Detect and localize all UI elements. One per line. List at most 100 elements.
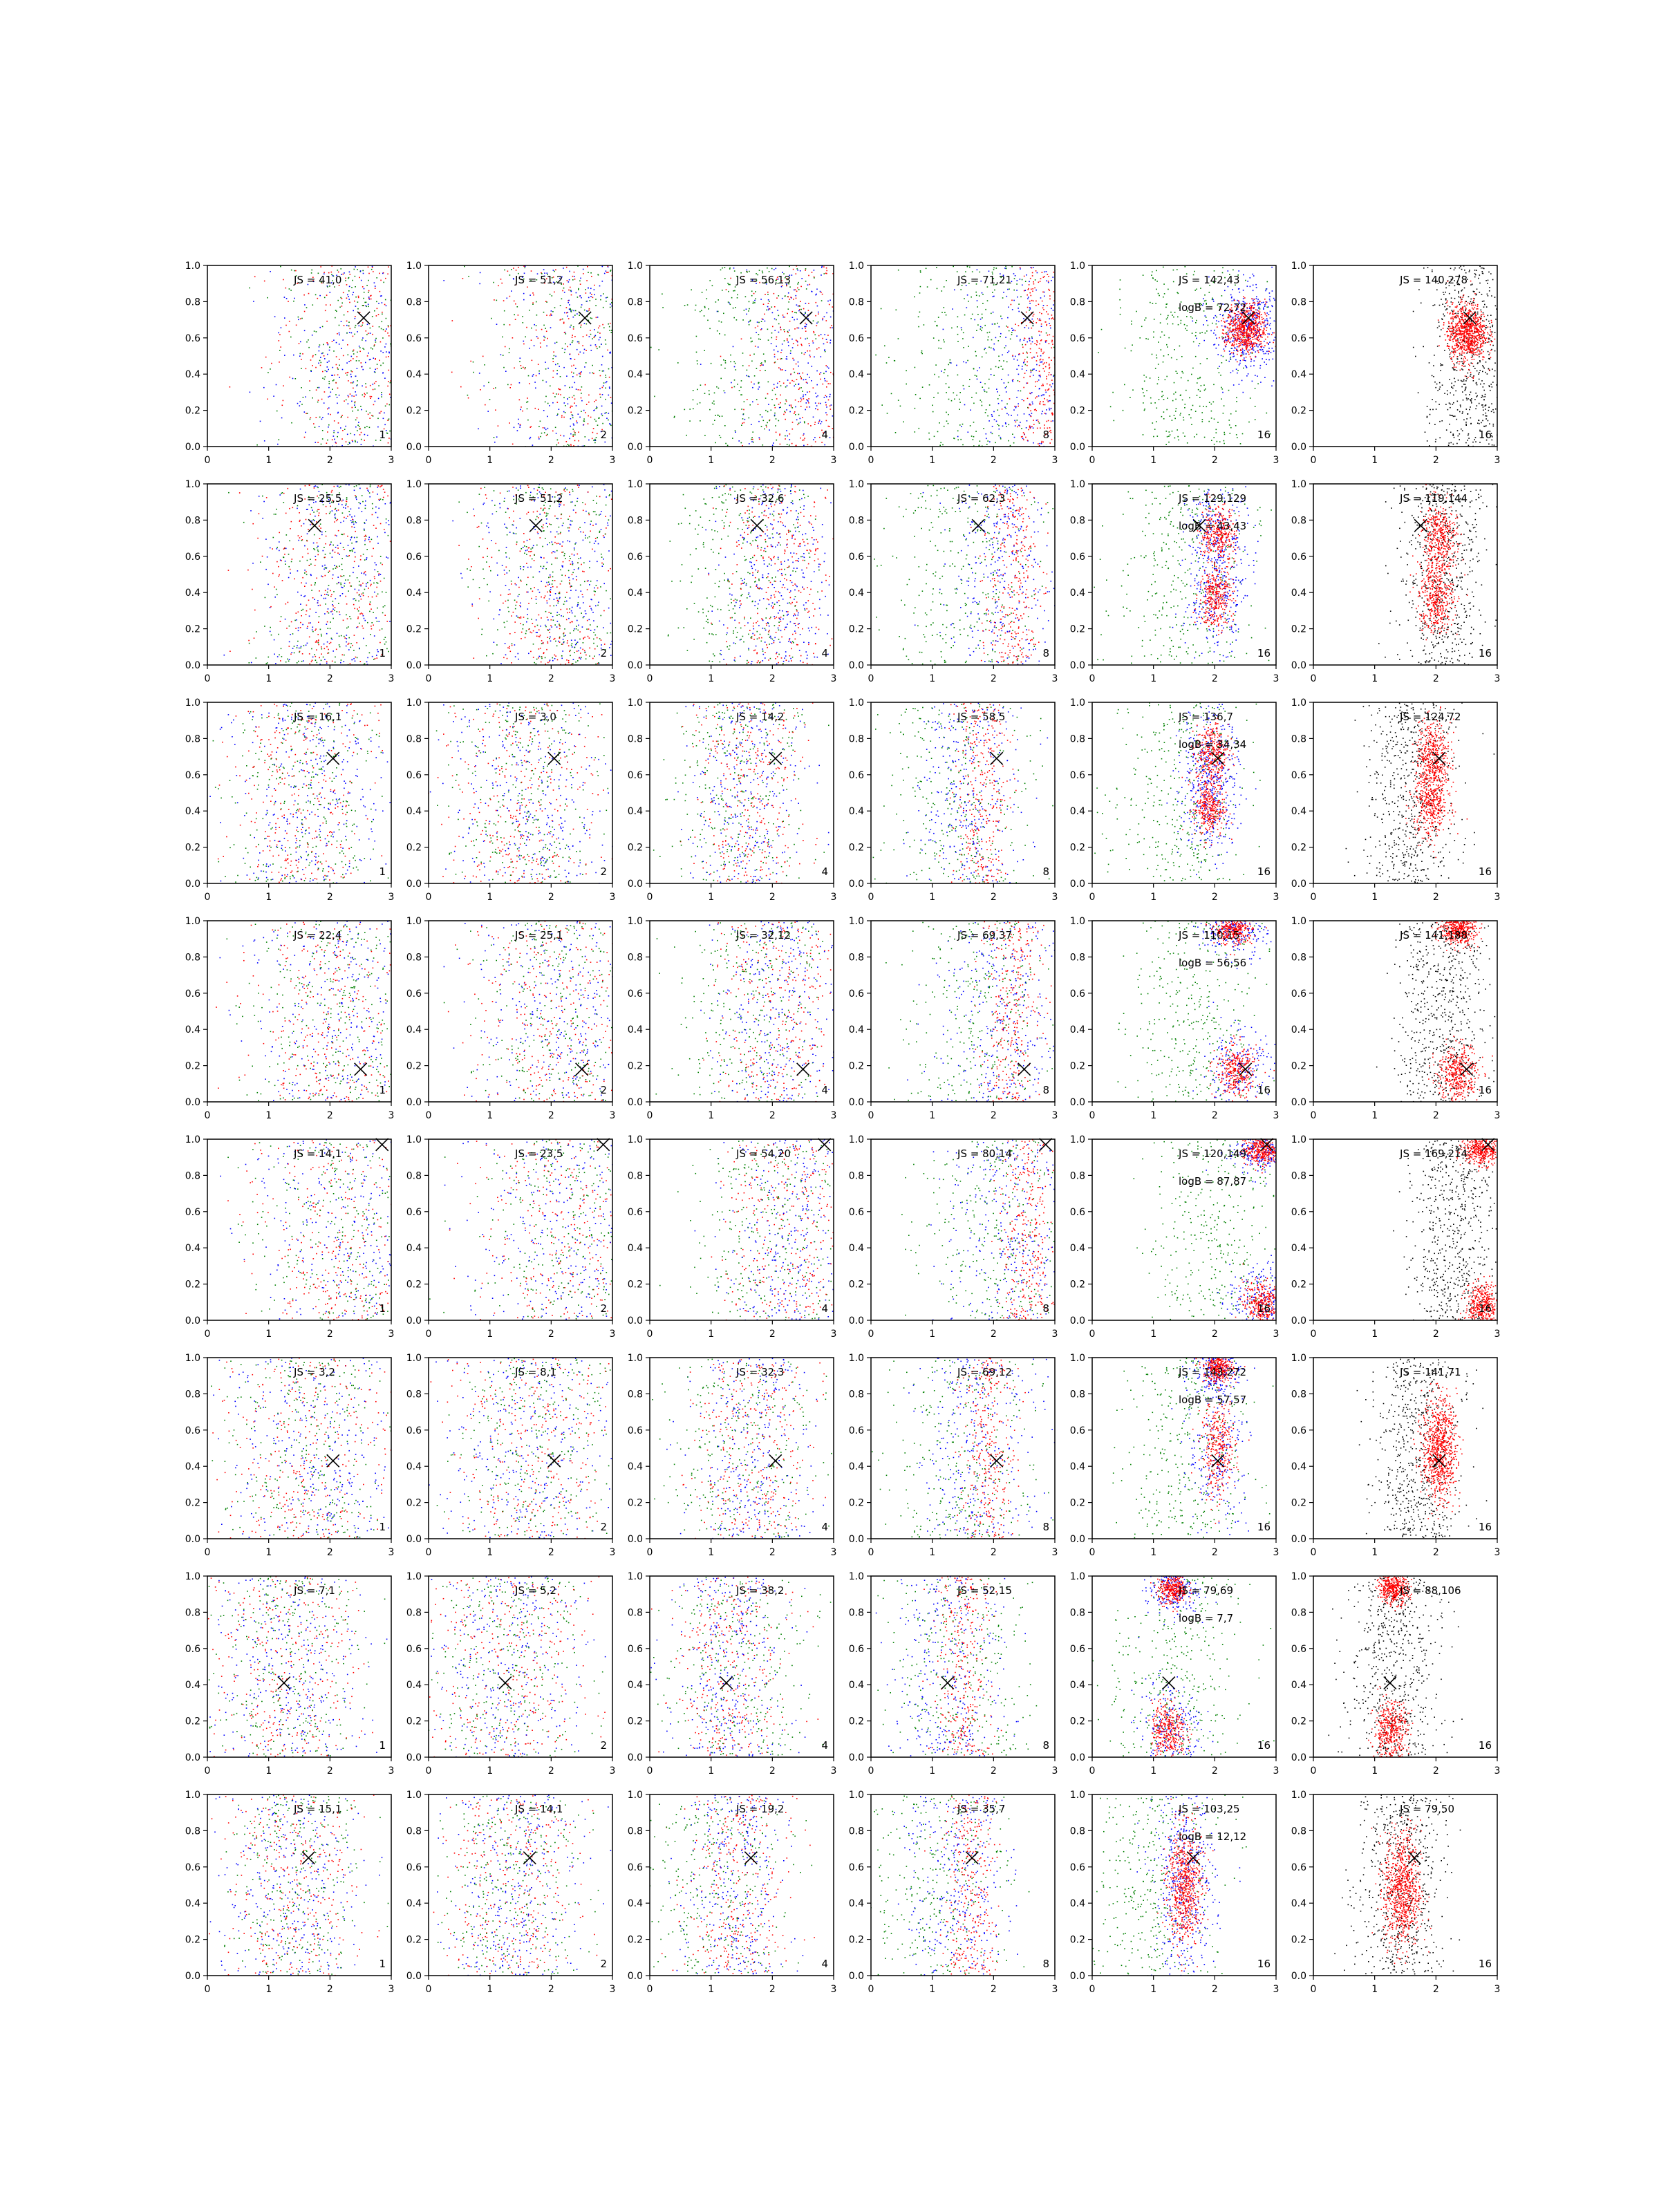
scatter-points [211, 1358, 391, 1539]
y-tick-label: 0.6 [628, 1644, 643, 1655]
count-label: 16 [1257, 429, 1271, 441]
x-marker [301, 1851, 315, 1865]
y-tick-label: 0.2 [849, 406, 864, 417]
x-marker [1192, 518, 1206, 532]
x-tick-label: 2 [548, 1765, 554, 1777]
x-marker [1460, 1062, 1474, 1076]
x-marker [1018, 1062, 1031, 1076]
axes-frame [207, 1357, 392, 1539]
js-label: JS = 14,1 [514, 1803, 563, 1815]
x-tick-label: 3 [388, 1329, 395, 1340]
y-tick-label: 0.0 [849, 1097, 864, 1108]
x-tick-label: 1 [487, 892, 493, 903]
x-marker [1211, 751, 1225, 765]
count-label: 16 [1479, 429, 1492, 441]
panel-r3-c2: 0 1 2 3 0.0 0.2 0.4 0.6 0.8 1.0 JS = 3,0 2 [406, 697, 616, 903]
js-label: JS = 62,3 [957, 492, 1005, 505]
x-marker [769, 1454, 782, 1468]
y-tick-label: 0.0 [1070, 1534, 1085, 1545]
y-tick-label: 0.8 [185, 1389, 200, 1400]
x-tick-label: 3 [831, 1765, 837, 1777]
y-tick-label: 0.2 [406, 624, 422, 635]
x-tick-label: 1 [1150, 455, 1156, 466]
x-tick-label: 1 [708, 673, 714, 684]
count-label: 1 [379, 647, 386, 659]
x-tick-label: 1 [929, 1984, 935, 1995]
y-tick-label: 0.0 [1291, 879, 1306, 890]
x-tick-label: 2 [327, 1765, 333, 1777]
axes-frame [1313, 483, 1498, 666]
y-tick-label: 0.6 [406, 552, 422, 563]
js-label: JS = 32,6 [735, 492, 784, 505]
x-tick-label: 2 [991, 1984, 997, 1995]
y-tick-label: 0.6 [185, 552, 200, 563]
axes-frame [1091, 1357, 1277, 1539]
scatter-points [875, 265, 1055, 447]
axes-frame [870, 483, 1056, 666]
panel-r7-c6: 0 1 2 3 0.0 0.2 0.4 0.6 0.8 1.0 JS = 88,106 16 [1291, 1571, 1501, 1777]
x-tick-label: 1 [265, 455, 272, 466]
y-tick-label: 0.0 [1070, 442, 1085, 453]
y-tick-label: 0.0 [628, 660, 643, 671]
y-tick-label: 0.0 [1070, 1315, 1085, 1327]
y-tick-label: 0.4 [406, 588, 422, 599]
y-tick-label: 0.8 [1070, 1170, 1085, 1181]
x-tick-label: 3 [1052, 1110, 1058, 1121]
x-tick-label: 3 [388, 455, 395, 466]
y-tick-label: 1.0 [1291, 261, 1306, 272]
panel-r4-c5: 0 1 2 3 0.0 0.2 0.4 0.6 0.8 1.0 JS = 110,15 logB = … [1070, 916, 1280, 1121]
x-marker [375, 1138, 389, 1152]
scatter-points [885, 921, 1055, 1102]
panel-r7-c2: 0 1 2 3 0.0 0.2 0.4 0.6 0.8 1.0 JS = 5,2 2 [406, 1571, 616, 1777]
scatter-points [652, 1358, 834, 1539]
x-tick-label: 1 [265, 673, 272, 684]
x-marker [354, 1062, 368, 1076]
axes-frame [207, 265, 392, 447]
y-tick-label: 0.8 [185, 733, 200, 744]
x-tick-label: 0 [1089, 1547, 1096, 1558]
panel-r3-c1: 0 1 2 3 0.0 0.2 0.4 0.6 0.8 1.0 JS = 16,1 1 [185, 697, 395, 903]
count-label: 2 [600, 1739, 607, 1752]
y-tick-label: 0.0 [1070, 1097, 1085, 1108]
y-tick-label: 0.0 [1070, 879, 1085, 890]
js-label: JS = 15,1 [293, 1803, 341, 1815]
js-label: JS = 120,149 [1178, 1147, 1246, 1160]
x-tick-label: 1 [1150, 1547, 1156, 1558]
scatter-points [1356, 1358, 1488, 1539]
x-tick-label: 3 [610, 1984, 616, 1995]
panel-r5-c1: 0 1 2 3 0.0 0.2 0.4 0.6 0.8 1.0 JS = 14,1 1 [185, 1134, 395, 1340]
x-marker [308, 518, 321, 532]
x-tick-label: 2 [327, 1547, 333, 1558]
y-tick-label: 1.0 [1070, 1571, 1085, 1582]
axes-frame [1313, 1357, 1498, 1539]
count-label: 1 [379, 865, 386, 878]
panel-r5-c4: 0 1 2 3 0.0 0.2 0.4 0.6 0.8 1.0 JS = 80,14 8 [849, 1134, 1058, 1340]
x-marker [1432, 751, 1446, 765]
x-tick-label: 0 [1311, 1765, 1317, 1777]
x-tick-label: 1 [1371, 1984, 1378, 1995]
y-tick-label: 0.0 [406, 442, 422, 453]
y-tick-label: 0.0 [1291, 1534, 1306, 1545]
y-tick-label: 1.0 [628, 1571, 643, 1582]
x-marker [1241, 311, 1255, 325]
axes-frame [1091, 265, 1277, 447]
y-tick-label: 0.8 [628, 1607, 643, 1618]
x-tick-label: 3 [1273, 455, 1280, 466]
logb-label: logB = 87,87 [1179, 1175, 1246, 1188]
panel-r1-c5: 0 1 2 3 0.0 0.2 0.4 0.6 0.8 1.0 JS = 142,43 logB = … [1070, 261, 1280, 466]
scatter-points [901, 1139, 1055, 1320]
axes-frame [428, 1357, 613, 1539]
js-label: JS = 5,2 [514, 1584, 556, 1597]
y-tick-label: 0.4 [185, 1243, 200, 1254]
panel-r8-c4: 0 1 2 3 0.0 0.2 0.4 0.6 0.8 1.0 JS = 35,7 8 [849, 1790, 1058, 1995]
y-tick-label: 0.6 [406, 1425, 422, 1436]
x-tick-label: 0 [426, 892, 432, 903]
count-label: 2 [600, 429, 607, 441]
x-tick-label: 3 [388, 1765, 395, 1777]
y-tick-label: 0.4 [849, 1461, 864, 1472]
scatter-points [209, 1794, 391, 1976]
scatter-points [429, 702, 612, 883]
panel-r2-c3: 0 1 2 3 0.0 0.2 0.4 0.6 0.8 1.0 JS = 32,6 4 [628, 479, 837, 684]
x-tick-label: 0 [647, 1547, 653, 1558]
panel-r8-c5: 0 1 2 3 0.0 0.2 0.4 0.6 0.8 1.0 JS = 103,25 logB = … [1070, 1790, 1280, 1995]
